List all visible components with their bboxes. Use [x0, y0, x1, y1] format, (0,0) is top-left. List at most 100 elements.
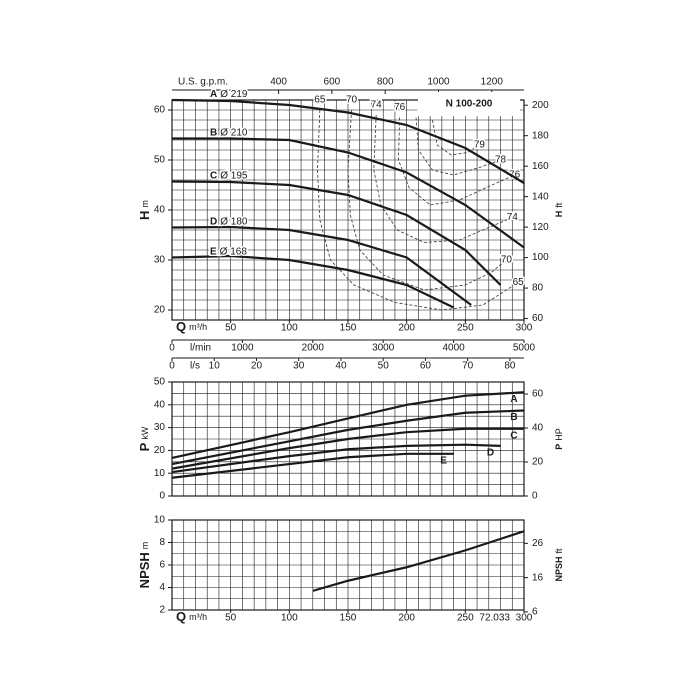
title-box	[418, 92, 520, 116]
axis-title-unit: m	[140, 200, 150, 208]
y2-tick-label: 160	[532, 161, 549, 172]
y2-tick-label: 60	[532, 389, 544, 400]
curve-label: C	[510, 430, 517, 441]
efficiency-contour	[415, 117, 501, 176]
curve	[171, 225, 472, 306]
x-tick-label: 200	[398, 613, 415, 624]
axis-title-main: NPSH	[137, 552, 152, 588]
axis-title-unit: m	[140, 542, 150, 550]
y-tick-label: 50	[154, 377, 166, 388]
x-tick-label: 150	[340, 323, 357, 334]
axis-title-main: P	[137, 442, 152, 451]
curve-label: E	[440, 455, 447, 466]
axis-title-main: P	[554, 444, 564, 450]
bottom-tick-label: 5000	[513, 343, 536, 354]
top-tick-label: 600	[324, 77, 341, 88]
bottom-tick-label: 1000	[231, 343, 254, 354]
axis-title-main: Q	[176, 319, 186, 334]
axis-title: PkW	[137, 426, 152, 451]
bottom-axis-title: l/min	[190, 343, 211, 354]
curve-label: A	[510, 394, 517, 405]
efficiency-label: 70	[501, 255, 513, 266]
bottom-tick-label: 50	[378, 361, 390, 372]
x-tick-label: 300	[516, 613, 533, 624]
y-tick-label: 60	[154, 105, 166, 116]
y2-tick-label: 120	[532, 222, 549, 233]
y2-tick-label: 200	[532, 100, 549, 111]
y-tick-label: 40	[154, 399, 166, 410]
x-tick-label: 50	[225, 323, 237, 334]
curve-diameter: Ø 180	[220, 216, 248, 227]
curve-name: D	[210, 216, 217, 227]
top-axis-title: U.S. g.p.m.	[178, 77, 228, 88]
axis-title-unit: ft	[554, 202, 564, 208]
bottom-tick-label: 40	[335, 361, 347, 372]
curve-label: D	[487, 447, 494, 458]
y2-tick-label: 80	[532, 283, 544, 294]
x-tick-label: 250	[457, 323, 474, 334]
bottom-axis-title: l/s	[190, 361, 200, 372]
x-tick-label: 100	[281, 323, 298, 334]
curve-name: B	[210, 127, 217, 138]
bottom-tick-label: 0	[169, 361, 175, 372]
axis-title: NPSH m	[137, 542, 152, 589]
curve	[171, 409, 525, 466]
axis-title: Hft	[554, 202, 564, 217]
x-tick-label: 300	[516, 323, 533, 334]
curve-label: B	[510, 412, 517, 423]
efficiency-label: 78	[495, 155, 507, 166]
bottom-tick-label: 4000	[442, 343, 465, 354]
efficiency-contour	[317, 109, 519, 311]
axis-title-unit: ft	[554, 548, 564, 554]
efficiency-label: 65	[314, 95, 326, 106]
bottom-tick-label: 80	[504, 361, 516, 372]
y-tick-label: 10	[154, 515, 166, 526]
axis-title-unit: HP	[554, 428, 564, 441]
x-tick-label: 100	[281, 613, 298, 624]
y2-tick-label: 16	[532, 572, 544, 583]
efficiency-contour	[373, 114, 513, 243]
y2-tick-label: 20	[532, 457, 544, 468]
y-tick-label: 20	[154, 305, 166, 316]
bottom-tick-label: 70	[462, 361, 474, 372]
curve-diameter: Ø 219	[220, 89, 248, 100]
bottom-tick-label: 20	[251, 361, 263, 372]
curve	[312, 530, 525, 592]
curve	[171, 254, 455, 309]
axis-title-main: Q	[176, 609, 186, 624]
axis-title-unit: kW	[140, 426, 150, 440]
bottom-tick-label: 3000	[372, 343, 395, 354]
top-tick-label: 1000	[427, 77, 450, 88]
curve	[171, 391, 525, 459]
bottom-tick-label: 0	[169, 343, 175, 354]
efficiency-label: 65	[513, 277, 525, 288]
efficiency-label: 74	[507, 212, 519, 223]
efficiency-label: 76	[394, 102, 406, 113]
top-tick-label: 400	[270, 77, 287, 88]
bottom-tick-label: 2000	[302, 343, 325, 354]
curve	[172, 137, 525, 249]
annotation: 72.033	[479, 613, 510, 624]
curve	[171, 427, 524, 470]
efficiency-contour	[398, 117, 515, 206]
y-tick-label: 30	[154, 422, 166, 433]
curve	[171, 180, 502, 286]
y-tick-label: 40	[154, 205, 166, 216]
efficiency-label: 79	[474, 140, 486, 151]
curve	[171, 452, 454, 479]
axis-title: Hm	[137, 200, 152, 220]
x-tick-label: 50	[225, 613, 237, 624]
axis-title: NPSH ft	[554, 548, 564, 582]
curve-name: A	[210, 89, 217, 100]
axis-title-unit: m³/h	[189, 322, 207, 332]
x-tick-label: 200	[398, 323, 415, 334]
efficiency-label: 70	[346, 95, 358, 106]
y-tick-label: 0	[159, 491, 165, 502]
curve	[171, 98, 525, 184]
y-tick-label: 4	[159, 582, 165, 593]
curve-diameter: Ø 210	[220, 127, 248, 138]
efficiency-label: 74	[371, 100, 383, 111]
